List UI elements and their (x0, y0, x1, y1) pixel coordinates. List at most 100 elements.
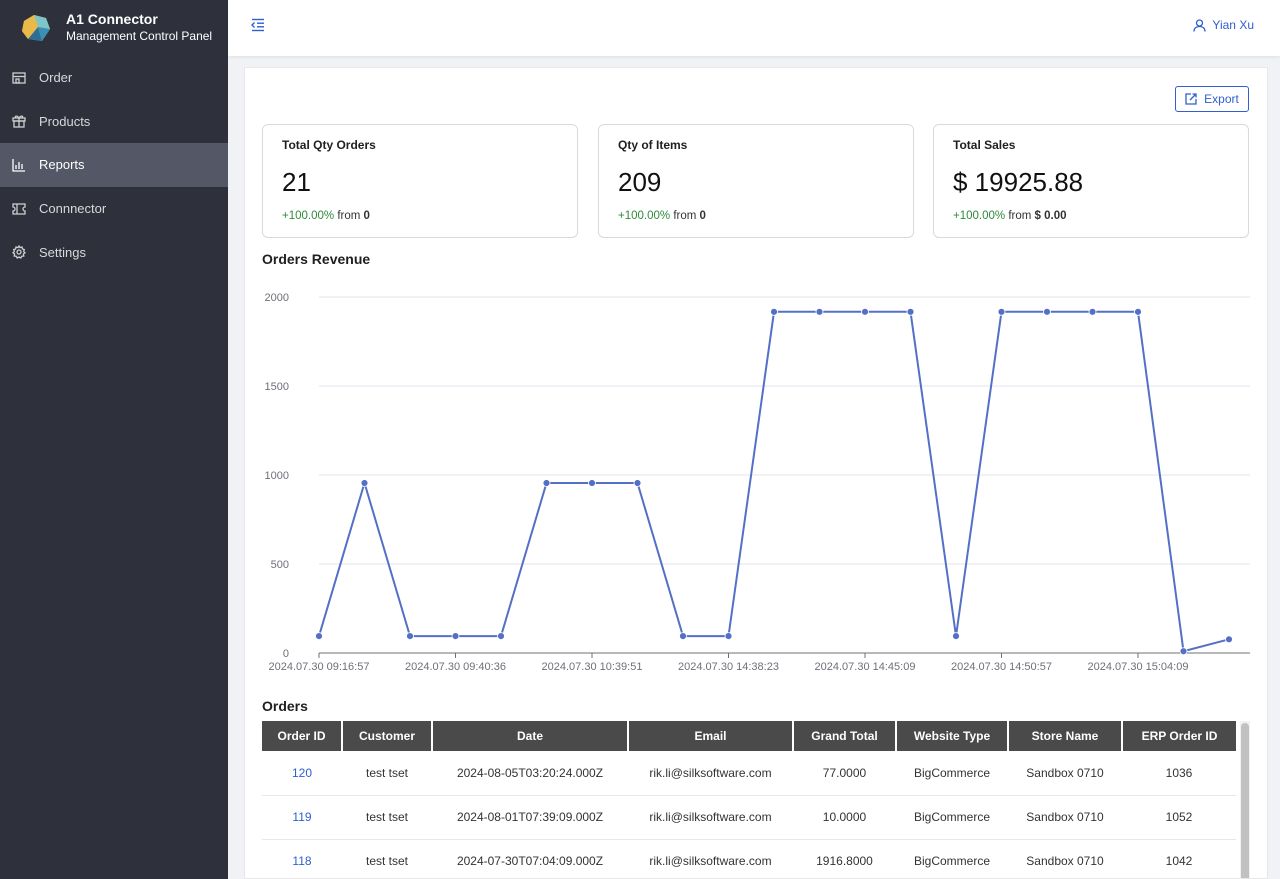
stat-change-percent: +100.00% (618, 210, 671, 222)
export-button[interactable]: Export (1175, 86, 1249, 112)
cell-email: rik.li@silksoftware.com (628, 751, 793, 796)
orders-table-wrap: Order ID Customer Date Email Grand Total… (262, 721, 1250, 878)
y-tick-label: 0 (283, 648, 289, 660)
sidebar-item-label: Reports (39, 157, 85, 173)
stat-change-percent: +100.00% (953, 210, 1006, 222)
stat-change: +100.00% from 0 (618, 210, 894, 222)
cell-website-type: BigCommerce (896, 751, 1008, 796)
data-point (315, 632, 323, 640)
col-date[interactable]: Date (432, 721, 629, 751)
user-name: Yian Xu (1212, 18, 1254, 32)
data-point (406, 632, 414, 640)
stat-change: +100.00% from $ 0.00 (953, 210, 1229, 222)
cell-grand-total: 1916.8000 (793, 839, 896, 878)
data-point (542, 479, 551, 487)
stat-label: Total Qty Orders (282, 138, 376, 152)
y-tick-label: 2000 (265, 292, 289, 304)
sidebar-item-products[interactable]: Products (0, 100, 228, 144)
line-chart: 0 500 1000 1500 2000 2024.07.30 09:16:57 2024.… (265, 292, 1250, 673)
sidebar-item-label: Connnector (39, 201, 107, 217)
col-order-id[interactable]: Order ID (262, 721, 343, 751)
col-store-name[interactable]: Store Name (1008, 721, 1123, 751)
col-erp-order-id[interactable]: ERP Order ID (1122, 721, 1236, 751)
stat-change: +100.00% from 0 (282, 210, 558, 222)
stat-from-value: $ 0.00 (1034, 210, 1067, 222)
cell-website-type: BigCommerce (896, 839, 1008, 878)
scrollbar-thumb[interactable] (1241, 723, 1249, 878)
col-grand-total[interactable]: Grand Total (793, 721, 897, 751)
stat-label: Qty of Items (618, 138, 688, 152)
sidebar-item-settings[interactable]: Settings (0, 230, 228, 274)
user-menu[interactable]: Yian Xu (1193, 18, 1254, 32)
data-point (1043, 307, 1051, 316)
bar-chart-icon (12, 158, 26, 172)
sidebar-item-label: Settings (39, 244, 86, 260)
sidebar-menu: Order Products Reports Connnector Settin… (0, 56, 228, 274)
data-point (770, 307, 778, 316)
order-id-link[interactable]: 120 (291, 765, 313, 780)
sidebar-item-order[interactable]: Order (0, 56, 228, 100)
stat-label: Total Sales (953, 138, 1016, 152)
data-point (1225, 635, 1233, 644)
stat-card-qty-items: Qty of Items 209 +100.00% from 0 (598, 124, 914, 238)
export-icon (1185, 93, 1197, 105)
data-point (861, 307, 869, 316)
data-point (724, 632, 733, 640)
cell-store-name: Sandbox 0710 (1008, 795, 1122, 840)
ticket-icon (12, 202, 26, 216)
col-website-type[interactable]: Website Type (896, 721, 1009, 751)
col-email[interactable]: Email (628, 721, 794, 751)
gear-icon (12, 245, 26, 260)
brand: A1 Connector Management Control Panel (0, 0, 228, 56)
stat-change-percent: +100.00% (282, 210, 335, 222)
x-tick-label: 2024.07.30 09:40:36 (405, 661, 506, 673)
stat-from-text: from (673, 210, 697, 222)
stat-from-text: from (337, 210, 361, 222)
stat-value: $ 19925.88 (953, 167, 1084, 197)
y-tick-label: 500 (271, 559, 289, 571)
data-point (815, 307, 824, 316)
gift-icon (12, 114, 26, 129)
stat-card-total-qty-orders: Total Qty Orders 21 +100.00% from 0 (262, 124, 578, 238)
stat-from-value: 0 (699, 210, 706, 222)
reports-panel: Export Total Qty Orders 21 +100.00% from… (244, 67, 1268, 879)
data-point (451, 632, 460, 640)
stat-card-total-sales: Total Sales $ 19925.88 +100.00% from $ 0… (933, 124, 1249, 238)
data-point (679, 632, 687, 640)
cell-customer: test tset (342, 795, 432, 840)
x-tick-label: 2024.07.30 14:50:57 (951, 661, 1052, 673)
cell-erp-order-id: 1052 (1122, 795, 1236, 840)
cell-erp-order-id: 1036 (1122, 751, 1236, 796)
x-tick-label: 2024.07.30 14:45:09 (815, 661, 916, 673)
data-point (497, 632, 505, 640)
cell-customer: test tset (342, 751, 432, 796)
y-tick-label: 1500 (265, 381, 289, 393)
table-header-row: Order ID Customer Date Email Grand Total… (262, 721, 1236, 751)
stat-value: 21 (282, 167, 311, 197)
table-scrollbar[interactable] (1240, 721, 1250, 878)
cell-customer: test tset (342, 839, 432, 878)
orders-table: Order ID Customer Date Email Grand Total… (262, 721, 1236, 878)
order-id-link[interactable]: 119 (292, 810, 312, 824)
cell-store-name: Sandbox 0710 (1008, 839, 1122, 878)
cell-website-type: BigCommerce (896, 795, 1008, 840)
cell-email: rik.li@silksoftware.com (628, 795, 793, 840)
x-tick-label: 2024.07.30 09:16:57 (269, 661, 370, 673)
cell-grand-total: 10.0000 (793, 795, 896, 840)
chart-title: Orders Revenue (262, 251, 371, 267)
sidebar-item-reports[interactable]: Reports (0, 143, 228, 187)
menu-fold-icon[interactable] (250, 17, 266, 33)
data-point (633, 479, 642, 487)
cell-store-name: Sandbox 0710 (1008, 751, 1122, 796)
cell-grand-total: 77.0000 (793, 751, 896, 796)
data-point (1134, 307, 1142, 316)
sidebar-item-connector[interactable]: Connnector (0, 187, 228, 231)
col-customer[interactable]: Customer (342, 721, 433, 751)
x-tick-label: 2024.07.30 15:04:09 (1088, 661, 1189, 673)
brand-title: A1 Connector (66, 11, 158, 27)
order-id-link[interactable]: 118 (292, 854, 312, 868)
data-point (997, 307, 1006, 316)
x-tick-label: 2024.07.30 14:38:23 (678, 661, 779, 673)
data-point (1088, 307, 1097, 316)
sidebar-item-label: Order (39, 70, 73, 86)
